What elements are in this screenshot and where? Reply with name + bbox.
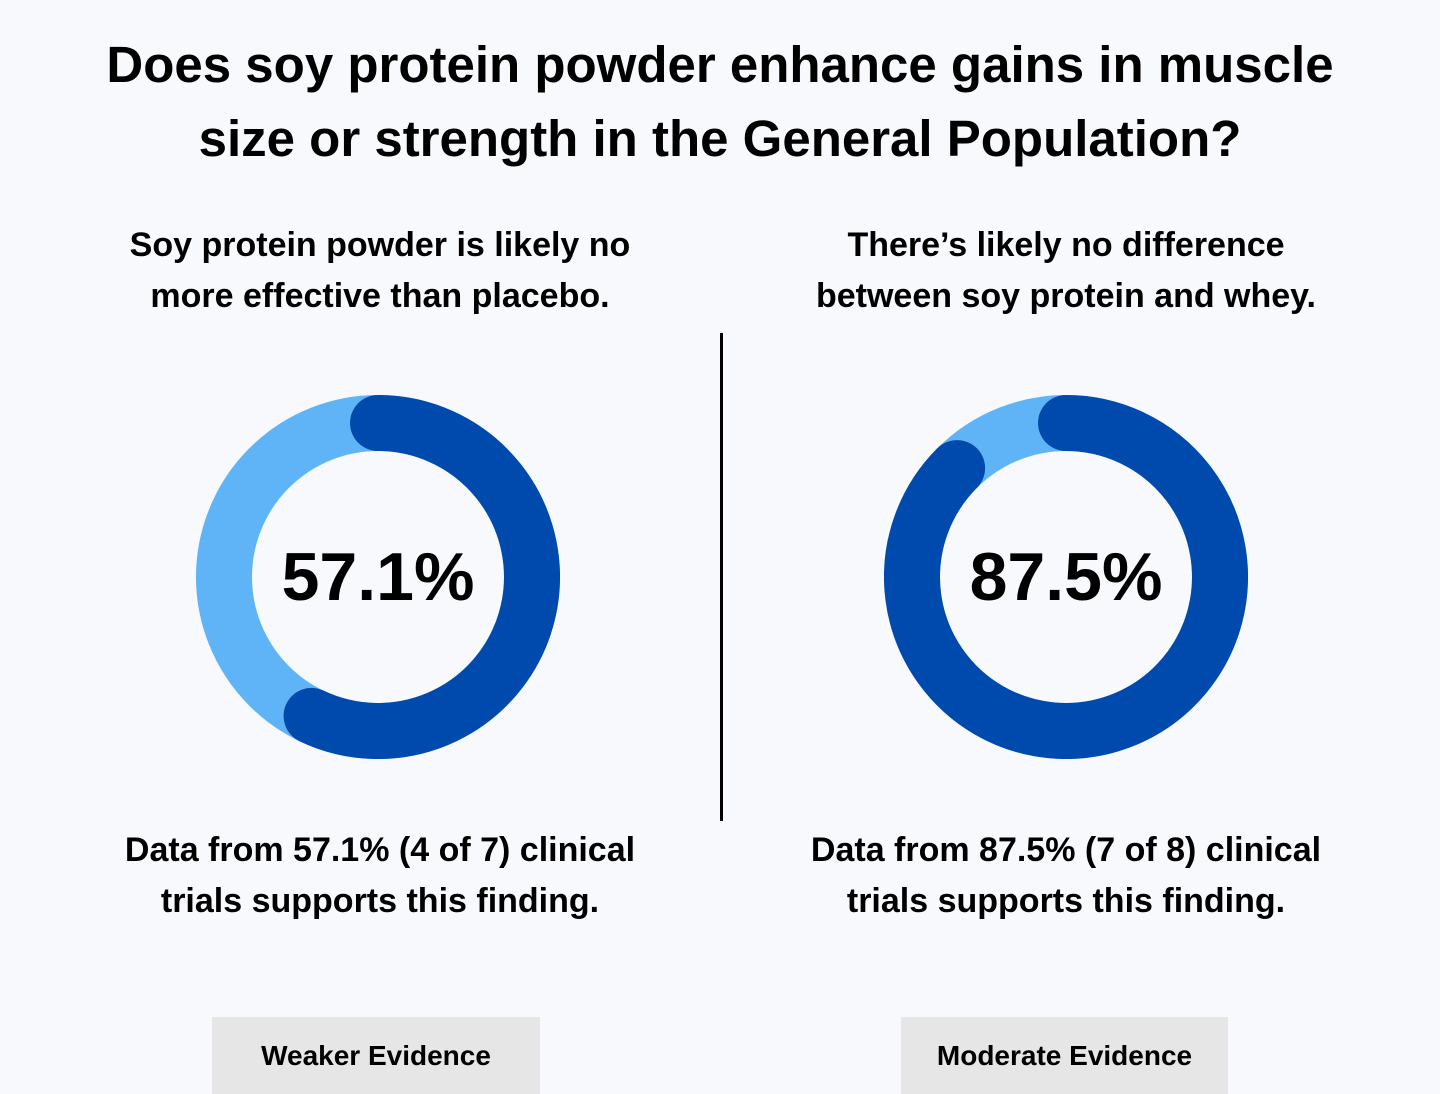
support-line-1: Data from 87.5% (7 of 8) clinical bbox=[810, 831, 1322, 869]
evidence-badge: Moderate Evidence bbox=[901, 1017, 1228, 1094]
title-line-1: Does soy protein powder enhance gains in… bbox=[106, 36, 1334, 93]
donut-slice-supporting bbox=[884, 395, 1248, 759]
donut-slice-supporting bbox=[283, 395, 560, 759]
donut-center-label: 57.1% bbox=[282, 539, 475, 615]
donut-chart-placebo: 57.1% bbox=[196, 395, 560, 759]
support-text: Data from 57.1% (4 of 7) clinical trials… bbox=[20, 825, 740, 927]
evidence-badge: Weaker Evidence bbox=[212, 1017, 540, 1094]
support-line-1: Data from 57.1% (4 of 7) clinical bbox=[124, 831, 636, 869]
donut-center-label: 87.5% bbox=[970, 539, 1163, 615]
panel-whey: There’s likely no difference between soy… bbox=[706, 0, 1426, 1094]
support-text: Data from 87.5% (7 of 8) clinical trials… bbox=[706, 825, 1426, 927]
title-line-2: size or strength in the General Populati… bbox=[198, 110, 1242, 167]
finding-line-1: Soy protein powder is likely no bbox=[129, 226, 631, 264]
finding-text: Soy protein powder is likely no more eff… bbox=[20, 220, 740, 322]
donut-chart-whey: 87.5% bbox=[884, 395, 1248, 759]
support-line-2: trials supports this finding. bbox=[846, 882, 1286, 920]
finding-line-2: between soy protein and whey. bbox=[815, 277, 1317, 315]
panel-divider bbox=[720, 333, 723, 821]
donut-svg: 57.1% bbox=[196, 395, 560, 759]
finding-line-1: There’s likely no difference bbox=[847, 226, 1285, 264]
finding-line-2: more effective than placebo. bbox=[150, 277, 610, 315]
chart-title: Does soy protein powder enhance gains in… bbox=[0, 28, 1440, 176]
panel-placebo: Soy protein powder is likely no more eff… bbox=[20, 0, 740, 1094]
donut-svg: 87.5% bbox=[884, 395, 1248, 759]
support-line-2: trials supports this finding. bbox=[160, 882, 600, 920]
finding-text: There’s likely no difference between soy… bbox=[706, 220, 1426, 322]
